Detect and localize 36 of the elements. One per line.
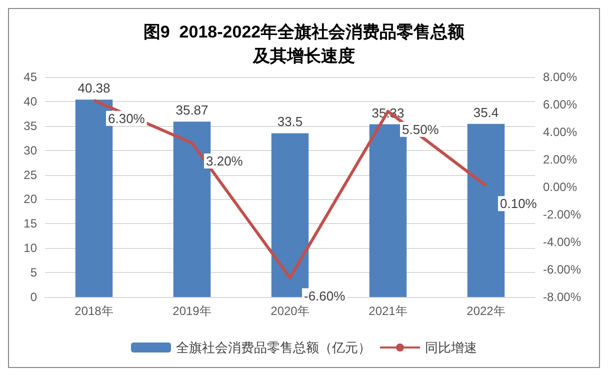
y2-tick-label: 2.00% (543, 152, 578, 166)
y2-tick-label: 8.00% (543, 70, 578, 84)
y2-tick-label: -6.00% (543, 262, 582, 276)
data-label: 3.20% (206, 154, 244, 168)
x-tick-label: 2020年 (270, 304, 310, 318)
y-tick-label: 5 (30, 266, 38, 280)
chart-title: 图9 2018-2022年全旗社会消费品零售总额及其增长速度 (143, 22, 466, 66)
data-label: 6.30% (108, 110, 146, 126)
data-label: -6.60% (304, 288, 346, 304)
y2-tick-label: -4.00% (543, 235, 582, 249)
y-tick-label: 35 (24, 118, 38, 133)
y-tick-label: 25 (24, 168, 38, 182)
x-tick-label: 2019年 (172, 304, 212, 318)
data-label: 0.10% (500, 196, 538, 212)
x-tick-label: 2018年 (74, 304, 114, 318)
y-tick-label: 45 (24, 70, 38, 84)
data-label: 40.38 (78, 80, 110, 96)
y2-tick-label: -2.00% (543, 208, 582, 222)
x-tick-label: 2021年 (368, 304, 408, 318)
y2-tick-label: -8.00% (543, 290, 582, 304)
data-label: 33.5 (277, 114, 303, 130)
y-tick-label: 15 (24, 216, 38, 231)
data-label: 35.4 (473, 104, 499, 120)
data-label: 5.50% (402, 122, 440, 137)
y-tick-label: 30 (24, 143, 38, 158)
y2-tick-label: 6.00% (543, 98, 578, 112)
legend-label: 全旗社会消费品零售总额（亿元） (176, 340, 371, 355)
y-tick-label: 10 (24, 241, 38, 256)
legend-label: 同比增速 (425, 340, 477, 355)
x-tick-label: 2022年 (466, 304, 506, 318)
y-tick-label: 0 (30, 290, 38, 304)
y2-tick-label: 0.00% (543, 180, 578, 194)
data-label: 35.87 (176, 102, 208, 118)
y2-tick-label: 4.00% (543, 125, 578, 139)
y-tick-label: 20 (24, 192, 38, 206)
y-tick-label: 40 (24, 94, 38, 108)
